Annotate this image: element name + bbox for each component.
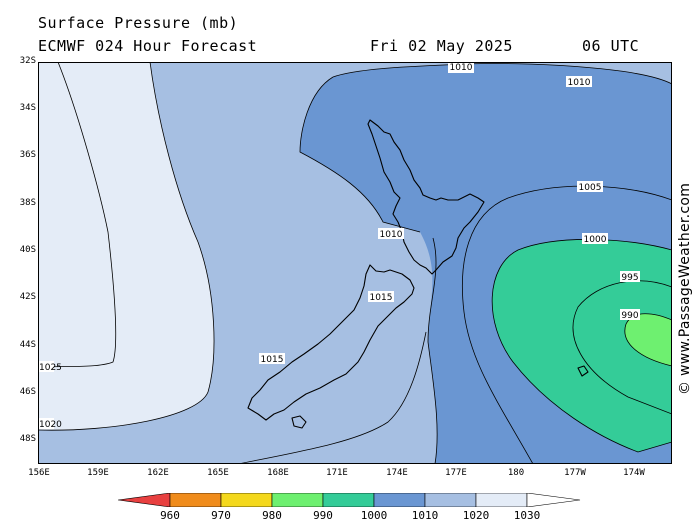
colorbar-tick: 960 <box>160 509 180 522</box>
colorbar-tick: 990 <box>313 509 333 522</box>
colorbar-tick: 1000 <box>360 509 388 522</box>
isobar-label: 1025 <box>39 363 62 373</box>
isobar-labels: 1010 1010 1010 1005 1000 995 990 1015 10… <box>38 62 640 430</box>
north-island <box>367 119 485 275</box>
forecast-date: Fri 02 May 2025 <box>370 37 513 55</box>
colorbar-segment <box>526 493 581 507</box>
isobar-label: 1015 <box>370 293 393 303</box>
colorbar-tick: 1020 <box>462 509 490 522</box>
lat-label: 48S <box>19 434 36 444</box>
chart-title: Surface Pressure (mb) <box>38 14 239 32</box>
isobar-label: 1010 <box>380 230 403 240</box>
colorbar-segment <box>169 493 222 507</box>
colorbar-tick: 1010 <box>411 509 439 522</box>
stewart-island <box>291 415 307 429</box>
region-980-990 <box>624 313 672 366</box>
coastline <box>247 119 589 429</box>
isobar-label: 990 <box>621 311 638 321</box>
lat-label: 34S <box>19 103 36 113</box>
lat-label: 32S <box>19 56 36 66</box>
south-island <box>247 264 415 421</box>
colorbar-tick: 1030 <box>513 509 541 522</box>
region-990-1000 <box>492 239 672 452</box>
lat-label: 42S <box>19 292 36 302</box>
isobar-label: 1010 <box>568 78 591 88</box>
lon-label: 174W <box>623 468 645 478</box>
lat-label: 44S <box>19 340 36 350</box>
map-frame <box>38 62 672 464</box>
isobar-1015 <box>237 331 427 464</box>
isobar-1020 <box>38 62 215 431</box>
lon-label: 177W <box>564 468 586 478</box>
lat-label: 36S <box>19 150 36 160</box>
colorbar <box>118 493 581 507</box>
colorbar-tick: 970 <box>211 509 231 522</box>
chatham-islands <box>577 365 589 377</box>
copyright-label: © www.PassageWeather.com <box>677 182 693 395</box>
isobar-1025 <box>38 62 117 368</box>
lon-label: 168E <box>267 468 289 478</box>
isobar-label: 1000 <box>584 235 607 245</box>
lon-label: 165E <box>207 468 229 478</box>
isobar-990 <box>624 313 672 367</box>
lon-label: 159E <box>87 468 109 478</box>
lon-label: 162E <box>147 468 169 478</box>
colorbar-segment <box>475 493 528 507</box>
colorbar-segment <box>322 493 375 507</box>
isobar-label: 1015 <box>261 355 284 365</box>
isobar-label: 1020 <box>39 420 62 430</box>
lat-label: 40S <box>19 245 36 255</box>
colorbar-segment <box>373 493 426 507</box>
colorbar-segment <box>271 493 324 507</box>
forecast-time: 06 UTC <box>582 37 640 55</box>
lon-label: 156E <box>28 468 50 478</box>
lat-label: 38S <box>19 198 36 208</box>
lon-label: 171E <box>326 468 348 478</box>
lon-label: 174E <box>386 468 408 478</box>
pressure-map: 1010 1010 1010 1005 1000 995 990 1015 10… <box>38 62 672 464</box>
isobar-1010-north <box>299 76 421 233</box>
colorbar-segment <box>118 493 171 507</box>
model-label: ECMWF 024 Hour Forecast <box>38 37 258 55</box>
lat-label: 46S <box>19 387 36 397</box>
isobar-label: 1010 <box>450 63 473 73</box>
colorbar-tick: 980 <box>262 509 282 522</box>
lon-label: 177E <box>445 468 467 478</box>
isobar-label: 995 <box>621 273 638 283</box>
lon-label: 180 <box>507 468 525 478</box>
colorbar-segment <box>220 493 273 507</box>
colorbar-segment <box>424 493 477 507</box>
isobar-label: 1005 <box>579 183 602 193</box>
